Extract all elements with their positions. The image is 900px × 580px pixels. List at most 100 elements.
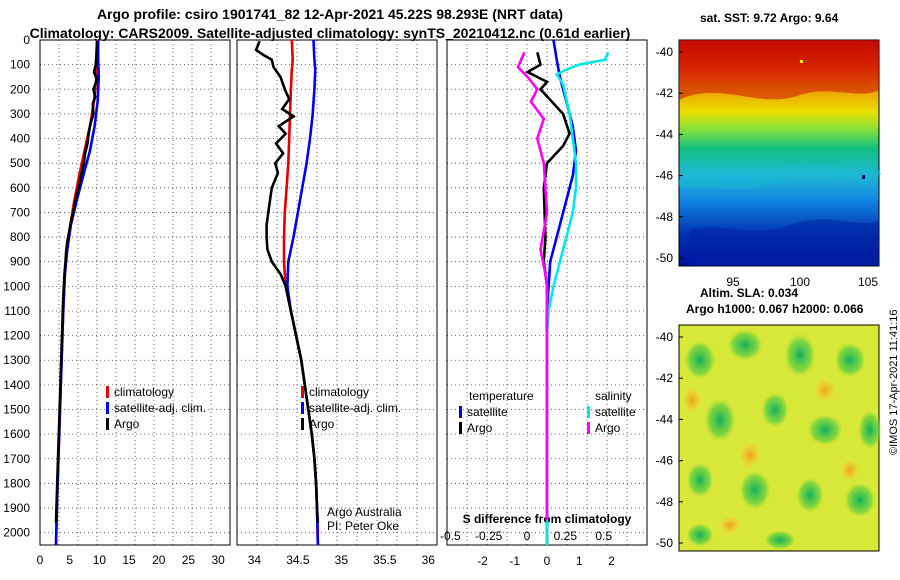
x-tick-label: 35.5 [373, 553, 397, 567]
map-y-tick-label: -42 [656, 86, 674, 100]
sla-map [678, 324, 882, 552]
legend-swatch [587, 422, 590, 434]
x-tick-label-secondary: 0.25 [554, 529, 578, 543]
legend-group-salinity: salinity [595, 389, 632, 403]
legend-label: Argo [309, 417, 335, 431]
argo-h-label: Argo h1000: 0.067 h2000: 0.066 [686, 302, 864, 316]
legend-swatch [106, 418, 109, 430]
y-tick-label: 1800 [3, 476, 30, 490]
y-tick-label: 0 [23, 33, 30, 47]
x-tick-label: 30 [211, 553, 225, 567]
legend-label: climatology [114, 385, 174, 399]
chart-panel-3: -2 -1 0 1 2-0.5 -0.25 0 0.25 0.5S difference fro… [440, 39, 648, 568]
legend-group-temperature: temperature [469, 389, 534, 403]
map-y-tick-label: -48 [656, 495, 674, 509]
x-tick-label: 10 [93, 553, 107, 567]
series-line-salinity-argo [516, 51, 549, 521]
map-y-tick-label: -44 [656, 412, 674, 426]
sst-label: sat. SST: 9.72 Argo: 9.64 [700, 11, 839, 25]
legend-label: climatology [309, 385, 369, 399]
x-tick-label: -1 [509, 554, 520, 568]
map-y-tick-label: -46 [656, 169, 674, 183]
legend-label: satellite-adj. clim. [114, 401, 206, 415]
title-line-2: Climatology: CARS2009. Satellite-adjuste… [29, 25, 631, 41]
x-tick-label: 1 [576, 554, 583, 568]
y-tick-label: 1900 [3, 501, 30, 515]
y-tick-label: 1000 [3, 279, 30, 293]
sla-map-axes: -40 -42 -44 -46 -48 -50 [656, 330, 683, 550]
x-tick-label: 0 [544, 554, 551, 568]
x-tick-label: 15 [122, 553, 136, 567]
annotation-text: PI: Peter Oke [327, 519, 399, 533]
y-tick-label: 2000 [3, 526, 30, 540]
y-tick-label: 900 [10, 255, 30, 269]
y-tick-label: 1500 [3, 403, 30, 417]
altim-label: Altim. SLA: 0.034 [700, 286, 799, 300]
legend-swatch [301, 418, 304, 430]
x-tick-label: 36 [422, 553, 436, 567]
x-tick-label: 34.5 [286, 553, 310, 567]
map-y-tick-label: -44 [656, 127, 674, 141]
map-y-tick-label: -42 [656, 371, 674, 385]
map-y-tick-label: -48 [656, 210, 674, 224]
x-tick-label-secondary: 0.5 [595, 529, 612, 543]
legend-label: Argo [595, 421, 621, 435]
y-tick-label: 1100 [4, 304, 30, 318]
x-tick-label: 5 [66, 553, 73, 567]
legend-label: satellite [467, 405, 508, 419]
x-tick-label: 35 [335, 553, 349, 567]
plot-frame [39, 39, 231, 546]
annotation-text: Argo Australia [327, 505, 402, 519]
series-line-climatology [54, 40, 99, 546]
legend-label: satellite-adj. clim. [309, 401, 401, 415]
map-x-tick-label: 100 [790, 275, 810, 289]
y-tick-label: 1200 [3, 329, 30, 343]
legend-label: Argo [467, 421, 493, 435]
depth-axis: 0 100 200 300 400 500 600 700 800 900 1000 1100 1200… [3, 33, 30, 540]
map-y-tick-label: -40 [656, 45, 674, 59]
y-tick-label: 1700 [3, 452, 30, 466]
x-tick-label: 2 [608, 554, 615, 568]
y-tick-label: 600 [10, 181, 30, 195]
legend-swatch [459, 422, 462, 434]
x-tick-label: -2 [477, 554, 488, 568]
map-x-tick-label: 105 [858, 275, 878, 289]
legend-swatch [301, 402, 304, 414]
legend-label: satellite [595, 405, 636, 419]
y-tick-label: 1300 [3, 353, 30, 367]
y-tick-label: 100 [10, 58, 30, 72]
map-y-tick-label: -50 [656, 536, 674, 550]
chart-panel-2: 34 34.5 35 35.5 36 climatology satellite-adj. … [236, 39, 438, 567]
sst-map-axes: -40 -42 -44 -46 -48 -50 95 100 105 [656, 45, 879, 289]
legend-swatch [106, 386, 109, 398]
series-line-temperature-argo [524, 51, 572, 521]
x-tick-label-secondary: -0.25 [475, 529, 503, 543]
legend-swatch [459, 406, 462, 418]
x-tick-label: 20 [152, 553, 166, 567]
x-tick-label-secondary: 0 [524, 529, 531, 543]
map-y-tick-label: -50 [656, 251, 674, 265]
legend-swatch [106, 402, 109, 414]
y-tick-label: 500 [10, 156, 30, 170]
x-tick-label: 34 [248, 553, 262, 567]
map-y-tick-label: -46 [656, 454, 674, 468]
y-tick-label: 700 [10, 205, 30, 219]
series-line-salinity-satellite [545, 51, 610, 545]
x-tick-label: 0 [37, 553, 44, 567]
map-y-tick-label: -40 [656, 330, 674, 344]
x-tick-label-secondary: -0.5 [440, 529, 461, 543]
legend-swatch [301, 386, 304, 398]
map-x-tick-label: 95 [726, 275, 740, 289]
series-line-temperature-satellite [545, 39, 578, 545]
title-line-1: Argo profile: csiro 1901741_82 12-Apr-20… [96, 6, 564, 22]
series-line-argo [54, 41, 99, 523]
y-tick-label: 400 [10, 132, 30, 146]
y-tick-label: 800 [10, 230, 30, 244]
y-tick-label: 200 [10, 82, 30, 96]
chart-panel-1: 0 5 10 15 20 25 30 climatology satellite-adj. cl… [37, 39, 231, 567]
series-line-argo [254, 40, 320, 523]
y-tick-label: 300 [10, 107, 30, 121]
sst-map [677, 39, 882, 267]
y-tick-label: 1600 [3, 427, 30, 441]
